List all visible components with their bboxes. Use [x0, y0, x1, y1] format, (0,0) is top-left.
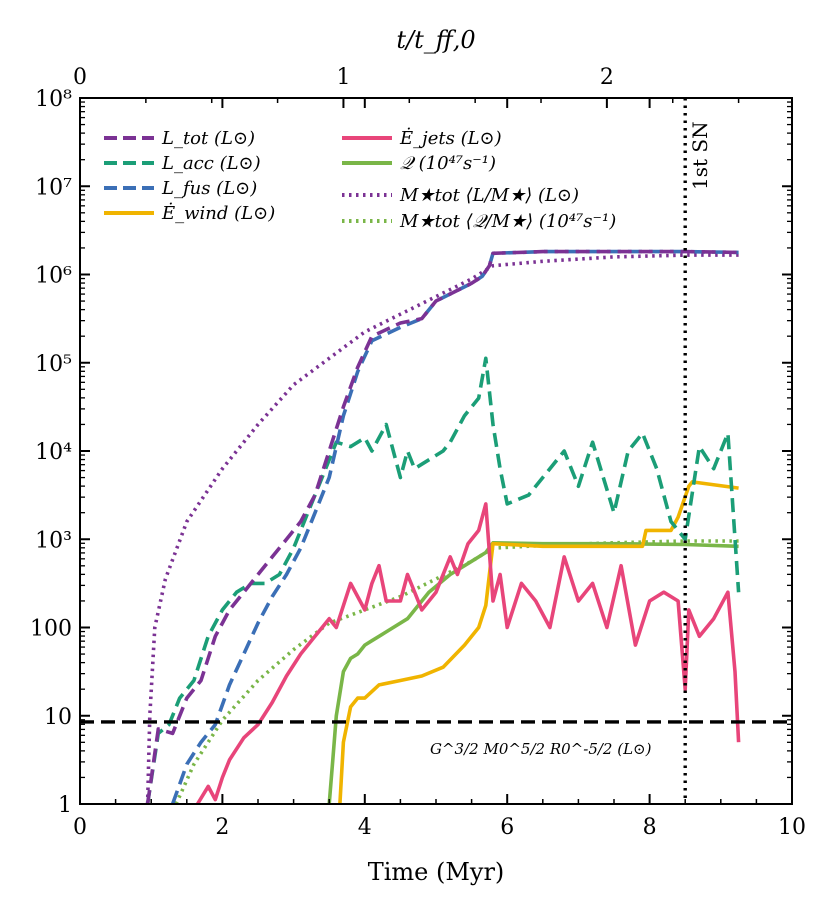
reference-layer	[80, 98, 792, 804]
legend-label-mqm: M★tot ⟨𝒬/M★⟩ (10⁴⁷s⁻¹)	[399, 211, 616, 232]
legend-entry-mqm: M★tot ⟨𝒬/M★⟩ (10⁴⁷s⁻¹)	[342, 211, 616, 232]
series-line-0	[145, 249, 739, 804]
legend-entry-ltot: L_tot (L⊙)	[104, 128, 255, 149]
legend: L_tot (L⊙) L_acc (L⊙) L_fus (L⊙) Ė_wind …	[104, 126, 616, 232]
series-line-3	[338, 480, 739, 804]
x-tick-label: 8	[643, 815, 657, 840]
x-tick-label: 6	[500, 815, 514, 840]
legend-label-lacc: L_acc (L⊙)	[161, 153, 261, 174]
legend-label-q: 𝒬 (10⁴⁷s⁻¹)	[400, 153, 496, 174]
series-line-7	[174, 539, 739, 804]
legend-entry-ejets: Ė_jets (L⊙)	[342, 126, 502, 149]
y-tick-label: 10⁶	[35, 264, 72, 289]
top-axis-title: t/t_ff,0	[396, 26, 475, 54]
legend-entry-lacc: L_acc (L⊙)	[104, 153, 261, 174]
legend-entry-ewind: Ė_wind (L⊙)	[104, 201, 275, 224]
legend-entry-q: 𝒬 (10⁴⁷s⁻¹)	[342, 153, 496, 174]
x-tick-label: 2	[215, 815, 229, 840]
x-tick-label: 0	[73, 815, 87, 840]
x-tick-label: 4	[358, 815, 372, 840]
top-tick-label: 1	[336, 65, 350, 90]
y-tick-label: 10³	[35, 528, 72, 553]
legend-entry-mlm: M★tot ⟨L/M★⟩ (L⊙)	[342, 185, 579, 206]
x-tick-label: 10	[778, 815, 806, 840]
reference-line-label: G^3/2 M0^5/2 R0^-5/2 (L⊙)	[430, 740, 652, 758]
series-layer	[145, 249, 741, 804]
y-tick-label: 10⁴	[35, 440, 72, 465]
y-tick-label: 100	[30, 617, 72, 642]
legend-label-ewind: Ė_wind (L⊙)	[161, 201, 275, 224]
legend-entry-lfus: L_fus (L⊙)	[104, 178, 257, 199]
y-tick-label: 10⁵	[35, 352, 72, 377]
y-tick-label: 10	[44, 705, 72, 730]
legend-label-mlm: M★tot ⟨L/M★⟩ (L⊙)	[399, 185, 579, 206]
legend-label-ejets: Ė_jets (L⊙)	[399, 126, 502, 149]
legend-label-lfus: L_fus (L⊙)	[161, 178, 257, 199]
series-line-5	[327, 540, 739, 804]
y-tick-label: 1	[58, 793, 72, 818]
top-tick-label: 2	[600, 65, 614, 90]
y-tick-label: 10⁸	[35, 87, 72, 112]
series-line-4	[195, 502, 741, 804]
legend-label-ltot: L_tot (L⊙)	[161, 128, 255, 149]
y-tick-label: 10⁷	[35, 175, 72, 200]
top-tick-label: 0	[73, 65, 87, 90]
series-line-2	[170, 249, 739, 804]
x-axis-title: Time (Myr)	[368, 858, 505, 886]
series-line-1	[145, 356, 741, 804]
first-sn-label: 1st SN	[688, 121, 712, 190]
series-line-6	[145, 253, 739, 804]
